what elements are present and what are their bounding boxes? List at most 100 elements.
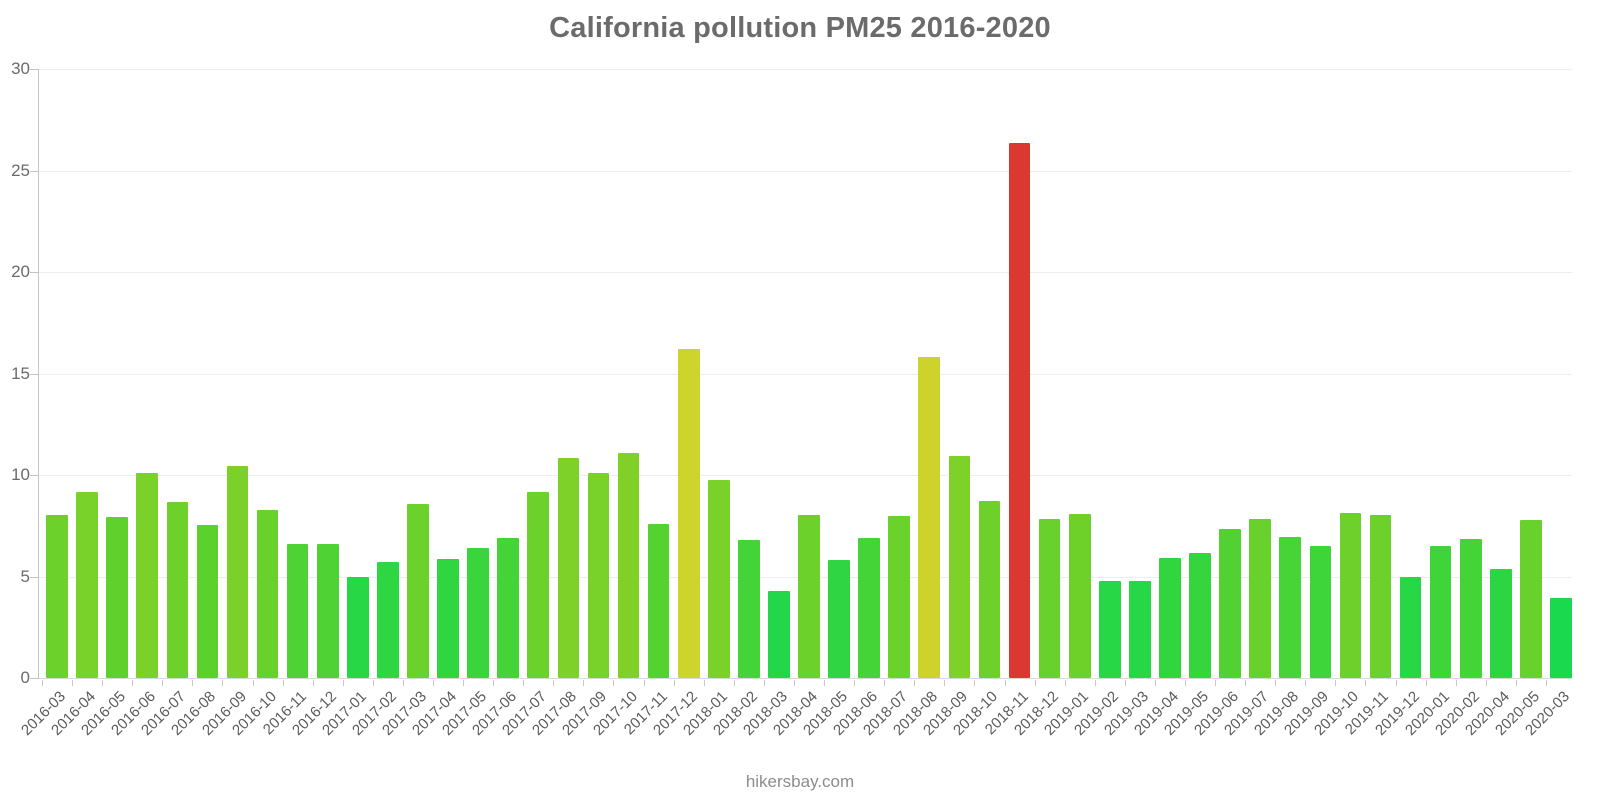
gridline bbox=[38, 475, 1572, 476]
bar[interactable] bbox=[677, 349, 700, 678]
x-tick-mark bbox=[402, 680, 404, 686]
bar[interactable] bbox=[768, 590, 790, 678]
bar[interactable] bbox=[316, 544, 339, 678]
x-tick-mark bbox=[282, 680, 284, 686]
x-tick-mark bbox=[824, 680, 826, 686]
gridline bbox=[38, 272, 1572, 273]
bar[interactable] bbox=[407, 504, 429, 678]
bar[interactable] bbox=[587, 472, 610, 678]
bar[interactable] bbox=[1399, 576, 1422, 678]
x-tick-mark bbox=[132, 680, 134, 686]
bar[interactable] bbox=[497, 537, 520, 678]
x-tick-mark bbox=[1184, 680, 1186, 686]
x-tick-mark bbox=[1515, 680, 1517, 686]
x-axis-labels: 2016-03 2016-04 2016-05 2016-06 2016-07 2016-… bbox=[18, 680, 1573, 790]
bar[interactable] bbox=[76, 492, 98, 678]
bar[interactable] bbox=[1129, 580, 1151, 678]
bar[interactable] bbox=[1249, 518, 1271, 678]
bar[interactable] bbox=[1159, 558, 1181, 678]
y-tick-label: 0 bbox=[20, 668, 30, 687]
gridline bbox=[38, 170, 1572, 172]
bar[interactable] bbox=[1038, 518, 1061, 678]
plot-area bbox=[38, 69, 1572, 679]
y-tick-label: 25 bbox=[11, 160, 30, 180]
bar[interactable] bbox=[828, 560, 850, 678]
bar[interactable] bbox=[617, 452, 640, 678]
x-tick-mark bbox=[793, 680, 795, 686]
bar[interactable] bbox=[738, 539, 760, 678]
x-tick-mark bbox=[673, 680, 675, 686]
x-tick-mark bbox=[493, 680, 495, 686]
x-tick-mark bbox=[342, 680, 344, 686]
x-tick-mark bbox=[1545, 680, 1547, 686]
x-tick-mark bbox=[42, 680, 43, 686]
bar[interactable] bbox=[918, 357, 941, 678]
bar[interactable] bbox=[1550, 597, 1572, 678]
bar[interactable] bbox=[346, 576, 369, 678]
bar[interactable] bbox=[256, 509, 279, 678]
x-tick-mark bbox=[1275, 680, 1277, 686]
x-tick-mark bbox=[733, 680, 735, 686]
x-tick-mark bbox=[1004, 680, 1006, 686]
bar[interactable] bbox=[1369, 514, 1392, 678]
x-tick-mark bbox=[703, 680, 705, 686]
bar[interactable] bbox=[1429, 546, 1452, 678]
bar[interactable] bbox=[1459, 538, 1482, 678]
x-tick-mark bbox=[854, 680, 856, 686]
bar[interactable] bbox=[1068, 513, 1091, 678]
x-tick-mark bbox=[252, 680, 254, 686]
bar[interactable] bbox=[286, 544, 309, 678]
y-tick-mark bbox=[30, 373, 39, 375]
y-tick-mark bbox=[30, 170, 39, 172]
bar[interactable] bbox=[1189, 553, 1211, 678]
bar[interactable] bbox=[196, 524, 219, 678]
bar[interactable] bbox=[1489, 569, 1512, 678]
x-tick-mark bbox=[433, 680, 435, 686]
bar[interactable] bbox=[136, 472, 159, 678]
x-tick-mark bbox=[1395, 680, 1397, 686]
bar[interactable] bbox=[978, 501, 1001, 678]
y-tick-mark bbox=[30, 475, 39, 476]
x-tick-mark bbox=[1335, 680, 1337, 686]
x-tick-mark bbox=[523, 680, 525, 686]
bar[interactable] bbox=[106, 516, 129, 678]
y-tick-label: 10 bbox=[11, 465, 30, 484]
bar[interactable] bbox=[1219, 528, 1241, 678]
bar[interactable] bbox=[1098, 580, 1121, 678]
bar[interactable] bbox=[1008, 143, 1031, 678]
bar[interactable] bbox=[948, 455, 971, 678]
bar[interactable] bbox=[707, 480, 730, 678]
x-tick-mark bbox=[1455, 680, 1457, 686]
x-tick-mark bbox=[1305, 680, 1307, 686]
bar[interactable] bbox=[1339, 512, 1362, 678]
y-tick-mark bbox=[30, 272, 39, 273]
bar[interactable] bbox=[647, 523, 670, 678]
bar[interactable] bbox=[1520, 519, 1542, 678]
gridline bbox=[38, 69, 1572, 70]
y-tick-mark bbox=[30, 576, 39, 578]
bar[interactable] bbox=[798, 514, 820, 678]
bar[interactable] bbox=[166, 502, 189, 678]
x-tick-mark bbox=[222, 680, 224, 686]
bar[interactable] bbox=[467, 548, 489, 678]
chart-title: California pollution PM25 2016-2020 bbox=[549, 12, 1051, 44]
bar[interactable] bbox=[377, 562, 399, 678]
x-tick-mark bbox=[1365, 680, 1367, 686]
bar[interactable] bbox=[46, 514, 68, 678]
x-tick-mark bbox=[1425, 680, 1427, 686]
bar[interactable] bbox=[1279, 536, 1302, 678]
bar[interactable] bbox=[1309, 546, 1332, 678]
bar[interactable] bbox=[527, 492, 550, 678]
bar[interactable] bbox=[226, 465, 249, 678]
bar[interactable] bbox=[858, 537, 880, 678]
y-tick-label: 5 bbox=[20, 566, 30, 586]
bar[interactable] bbox=[888, 515, 911, 678]
gridline bbox=[38, 678, 1572, 679]
bar[interactable] bbox=[557, 457, 580, 678]
bar[interactable] bbox=[437, 559, 459, 678]
x-tick-mark bbox=[1154, 680, 1156, 686]
x-tick-mark bbox=[914, 680, 916, 686]
x-tick-mark bbox=[1094, 680, 1096, 686]
x-tick-mark bbox=[613, 680, 615, 686]
x-tick-mark bbox=[643, 680, 645, 686]
